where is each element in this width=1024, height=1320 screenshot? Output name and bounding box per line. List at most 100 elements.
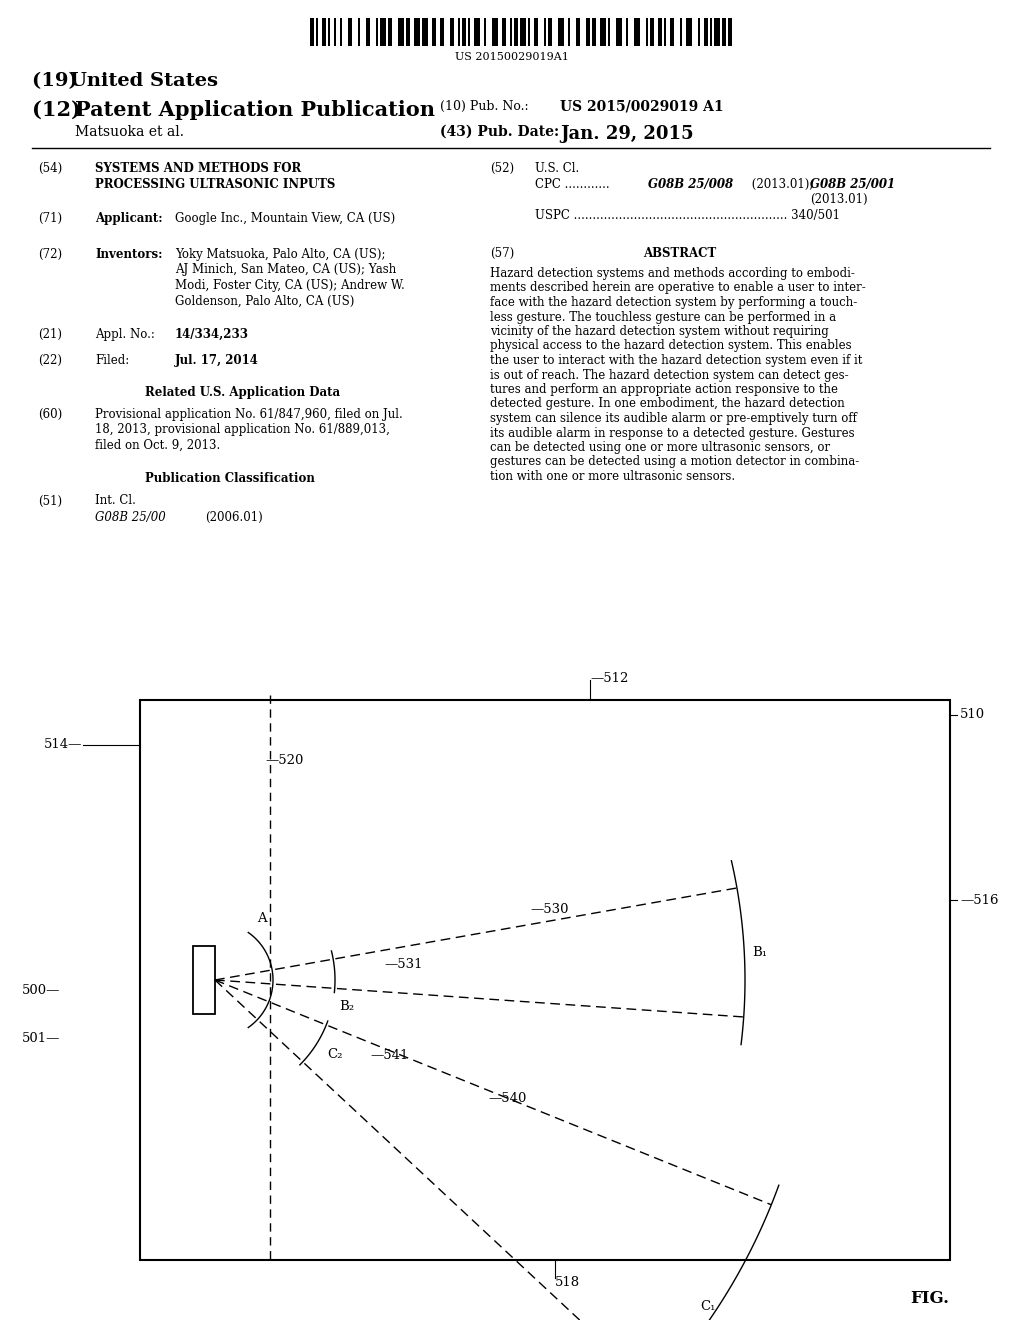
Text: (43) Pub. Date:: (43) Pub. Date: bbox=[440, 125, 559, 139]
Bar bbox=[722, 18, 726, 46]
Bar bbox=[422, 18, 428, 46]
Bar bbox=[616, 18, 622, 46]
Text: —516: —516 bbox=[961, 894, 998, 907]
Bar bbox=[468, 18, 470, 46]
Bar bbox=[650, 18, 654, 46]
Text: (71): (71) bbox=[38, 213, 62, 224]
Bar bbox=[474, 18, 480, 46]
Text: FIG.: FIG. bbox=[910, 1290, 949, 1307]
Text: (2006.01): (2006.01) bbox=[205, 511, 263, 524]
Text: USPC ......................................................... 340/501: USPC ...................................… bbox=[535, 209, 840, 222]
Text: less gesture. The touchless gesture can be performed in a: less gesture. The touchless gesture can … bbox=[490, 310, 837, 323]
Text: US 20150029019A1: US 20150029019A1 bbox=[455, 51, 569, 62]
Text: C₁: C₁ bbox=[700, 1300, 716, 1313]
Bar bbox=[586, 18, 590, 46]
Bar bbox=[334, 18, 336, 46]
Bar bbox=[710, 18, 712, 46]
Bar bbox=[140, 700, 950, 1261]
Bar bbox=[432, 18, 436, 46]
Text: Hazard detection systems and methods according to embodi-: Hazard detection systems and methods acc… bbox=[490, 267, 855, 280]
Text: (60): (60) bbox=[38, 408, 62, 421]
Bar bbox=[414, 18, 420, 46]
Text: —512: —512 bbox=[590, 672, 629, 685]
Text: ABSTRACT: ABSTRACT bbox=[643, 247, 717, 260]
Text: 501—: 501— bbox=[22, 1032, 60, 1045]
Bar bbox=[686, 18, 692, 46]
Text: Related U.S. Application Data: Related U.S. Application Data bbox=[145, 385, 340, 399]
Bar bbox=[340, 18, 342, 46]
Bar bbox=[316, 18, 318, 46]
Text: G08B 25/001: G08B 25/001 bbox=[810, 178, 895, 191]
Bar bbox=[462, 18, 466, 46]
Text: (72): (72) bbox=[38, 248, 62, 261]
Text: Matsuoka et al.: Matsuoka et al. bbox=[75, 125, 184, 139]
Text: 518: 518 bbox=[555, 1275, 581, 1288]
Bar bbox=[705, 18, 708, 46]
Bar bbox=[592, 18, 596, 46]
Text: detected gesture. In one embodiment, the hazard detection: detected gesture. In one embodiment, the… bbox=[490, 397, 845, 411]
Bar bbox=[380, 18, 386, 46]
Bar bbox=[658, 18, 662, 46]
Bar bbox=[348, 18, 352, 46]
Bar bbox=[510, 18, 512, 46]
Text: (22): (22) bbox=[38, 354, 62, 367]
Text: gestures can be detected using a motion detector in combina-: gestures can be detected using a motion … bbox=[490, 455, 859, 469]
Text: —541: —541 bbox=[371, 1049, 409, 1063]
Bar bbox=[646, 18, 648, 46]
Text: G08B 25/00: G08B 25/00 bbox=[95, 511, 166, 524]
Text: 14/334,233: 14/334,233 bbox=[175, 327, 249, 341]
Text: Publication Classification: Publication Classification bbox=[145, 473, 314, 486]
Bar bbox=[714, 18, 720, 46]
Bar bbox=[670, 18, 674, 46]
Bar bbox=[520, 18, 526, 46]
Text: A: A bbox=[257, 912, 266, 924]
Text: —520: —520 bbox=[265, 754, 303, 767]
Text: vicinity of the hazard detection system without requiring: vicinity of the hazard detection system … bbox=[490, 325, 828, 338]
Bar bbox=[728, 18, 732, 46]
Text: —540: —540 bbox=[488, 1092, 527, 1105]
Text: —531: —531 bbox=[385, 957, 423, 970]
Text: 18, 2013, provisional application No. 61/889,013,: 18, 2013, provisional application No. 61… bbox=[95, 424, 390, 437]
Text: Provisional application No. 61/847,960, filed on Jul.: Provisional application No. 61/847,960, … bbox=[95, 408, 402, 421]
Text: Jul. 17, 2014: Jul. 17, 2014 bbox=[175, 354, 259, 367]
Text: physical access to the hazard detection system. This enables: physical access to the hazard detection … bbox=[490, 339, 852, 352]
Text: Patent Application Publication: Patent Application Publication bbox=[75, 100, 435, 120]
Text: (2013.01): (2013.01) bbox=[810, 193, 867, 206]
Bar bbox=[484, 18, 486, 46]
Bar bbox=[514, 18, 518, 46]
Bar bbox=[608, 18, 610, 46]
Text: (2013.01);: (2013.01); bbox=[748, 178, 813, 191]
Text: US 2015/0029019 A1: US 2015/0029019 A1 bbox=[560, 100, 724, 114]
Bar bbox=[600, 18, 606, 46]
Text: ments described herein are operative to enable a user to inter-: ments described herein are operative to … bbox=[490, 281, 865, 294]
Bar bbox=[664, 18, 666, 46]
Text: (19): (19) bbox=[32, 73, 84, 90]
Text: Applicant:: Applicant: bbox=[95, 213, 163, 224]
Text: SYSTEMS AND METHODS FOR: SYSTEMS AND METHODS FOR bbox=[95, 162, 301, 176]
Bar bbox=[366, 18, 370, 46]
Text: CPC ............: CPC ............ bbox=[535, 178, 609, 191]
Bar bbox=[626, 18, 628, 46]
Text: Google Inc., Mountain View, CA (US): Google Inc., Mountain View, CA (US) bbox=[175, 213, 395, 224]
Text: tures and perform an appropriate action responsive to the: tures and perform an appropriate action … bbox=[490, 383, 838, 396]
Text: —530: —530 bbox=[530, 903, 568, 916]
Text: Int. Cl.: Int. Cl. bbox=[95, 495, 136, 507]
Bar bbox=[358, 18, 360, 46]
Text: 500—: 500— bbox=[22, 983, 60, 997]
Bar bbox=[502, 18, 506, 46]
Text: can be detected using one or more ultrasonic sensors, or: can be detected using one or more ultras… bbox=[490, 441, 830, 454]
Text: PROCESSING ULTRASONIC INPUTS: PROCESSING ULTRASONIC INPUTS bbox=[95, 177, 336, 190]
Text: tion with one or more ultrasonic sensors.: tion with one or more ultrasonic sensors… bbox=[490, 470, 735, 483]
Bar bbox=[575, 18, 580, 46]
Text: (51): (51) bbox=[38, 495, 62, 507]
Text: system can silence its audible alarm or pre-emptively turn off: system can silence its audible alarm or … bbox=[490, 412, 857, 425]
Bar bbox=[558, 18, 564, 46]
Bar bbox=[193, 946, 215, 1014]
Bar bbox=[450, 18, 454, 46]
Text: Yoky Matsuoka, Palo Alto, CA (US);: Yoky Matsuoka, Palo Alto, CA (US); bbox=[175, 248, 385, 261]
Bar bbox=[440, 18, 444, 46]
Text: (54): (54) bbox=[38, 162, 62, 176]
Bar bbox=[388, 18, 392, 46]
Bar bbox=[492, 18, 498, 46]
Text: Inventors:: Inventors: bbox=[95, 248, 163, 261]
